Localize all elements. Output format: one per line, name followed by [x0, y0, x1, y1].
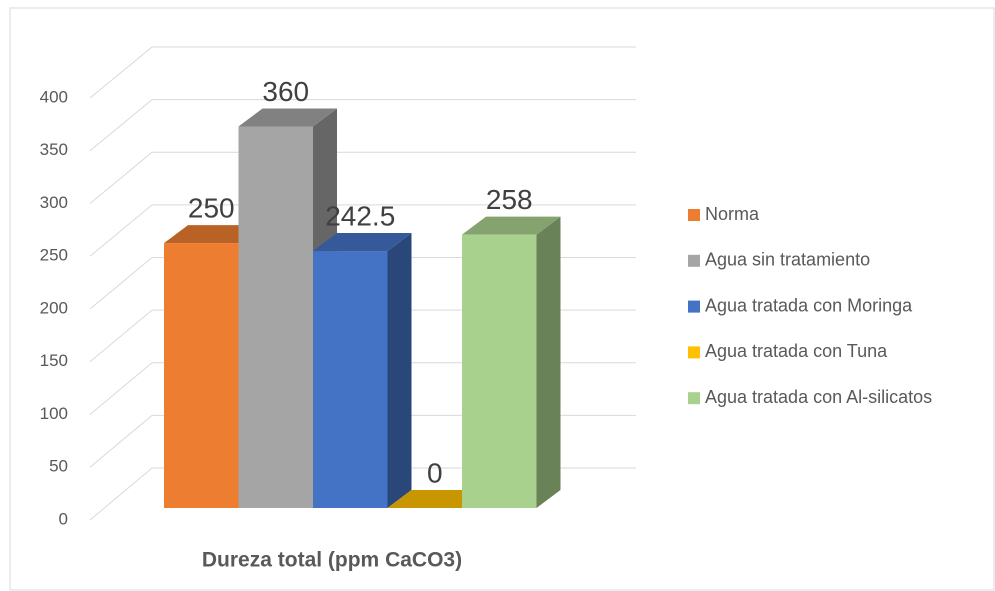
grid-line-side: [89, 414, 153, 468]
y-tick-label: 300: [40, 193, 68, 212]
grid-line-side: [89, 257, 153, 310]
grid-line-side: [89, 46, 153, 99]
legend-swatch: [688, 300, 700, 313]
bar-top: [462, 216, 561, 235]
y-tick-label: 150: [40, 351, 68, 370]
grid-line-side: [89, 309, 153, 363]
data-label: 250: [188, 192, 235, 223]
legend-swatch: [688, 346, 700, 359]
bar-top: [238, 108, 337, 127]
legend-swatch: [688, 209, 700, 221]
grid-line-side: [89, 362, 153, 415]
data-label: 360: [262, 76, 309, 107]
y-tick-label: 200: [40, 298, 68, 317]
grid-line-side: [89, 151, 153, 204]
legend-label: Agua tratada con Moringa: [705, 295, 913, 315]
grid-line-side: [89, 204, 153, 257]
data-label: 0: [427, 457, 443, 488]
bar-top: [164, 225, 263, 244]
grid-line-side: [89, 467, 153, 521]
bar-side: [536, 216, 561, 508]
legend-label: Agua tratada con Tuna: [705, 341, 888, 361]
bar: [462, 234, 537, 508]
y-tick-label: 400: [40, 87, 68, 106]
y-tick-label: 350: [40, 140, 68, 159]
y-tick-label: 0: [59, 509, 68, 528]
bar: [238, 126, 313, 508]
legend-label: Agua sin tratamiento: [705, 250, 870, 270]
y-tick-label: 50: [49, 457, 68, 476]
grid-line-side: [89, 99, 153, 152]
data-label: 258: [486, 184, 533, 215]
data-label: 242.5: [325, 200, 395, 231]
y-tick-label: 250: [40, 246, 68, 265]
legend-label: Agua tratada con Al-silicatos: [705, 387, 932, 407]
bar-top: [313, 233, 412, 252]
legend-label: Norma: [705, 204, 760, 224]
bar-side: [387, 233, 412, 508]
category-label: Dureza total (ppm CaCO3): [202, 549, 462, 572]
bar-top: [387, 490, 486, 508]
legend-swatch: [688, 392, 700, 405]
bar: [313, 251, 388, 508]
y-tick-label: 100: [40, 404, 68, 423]
bar: [164, 243, 239, 508]
legend-swatch: [688, 254, 700, 267]
